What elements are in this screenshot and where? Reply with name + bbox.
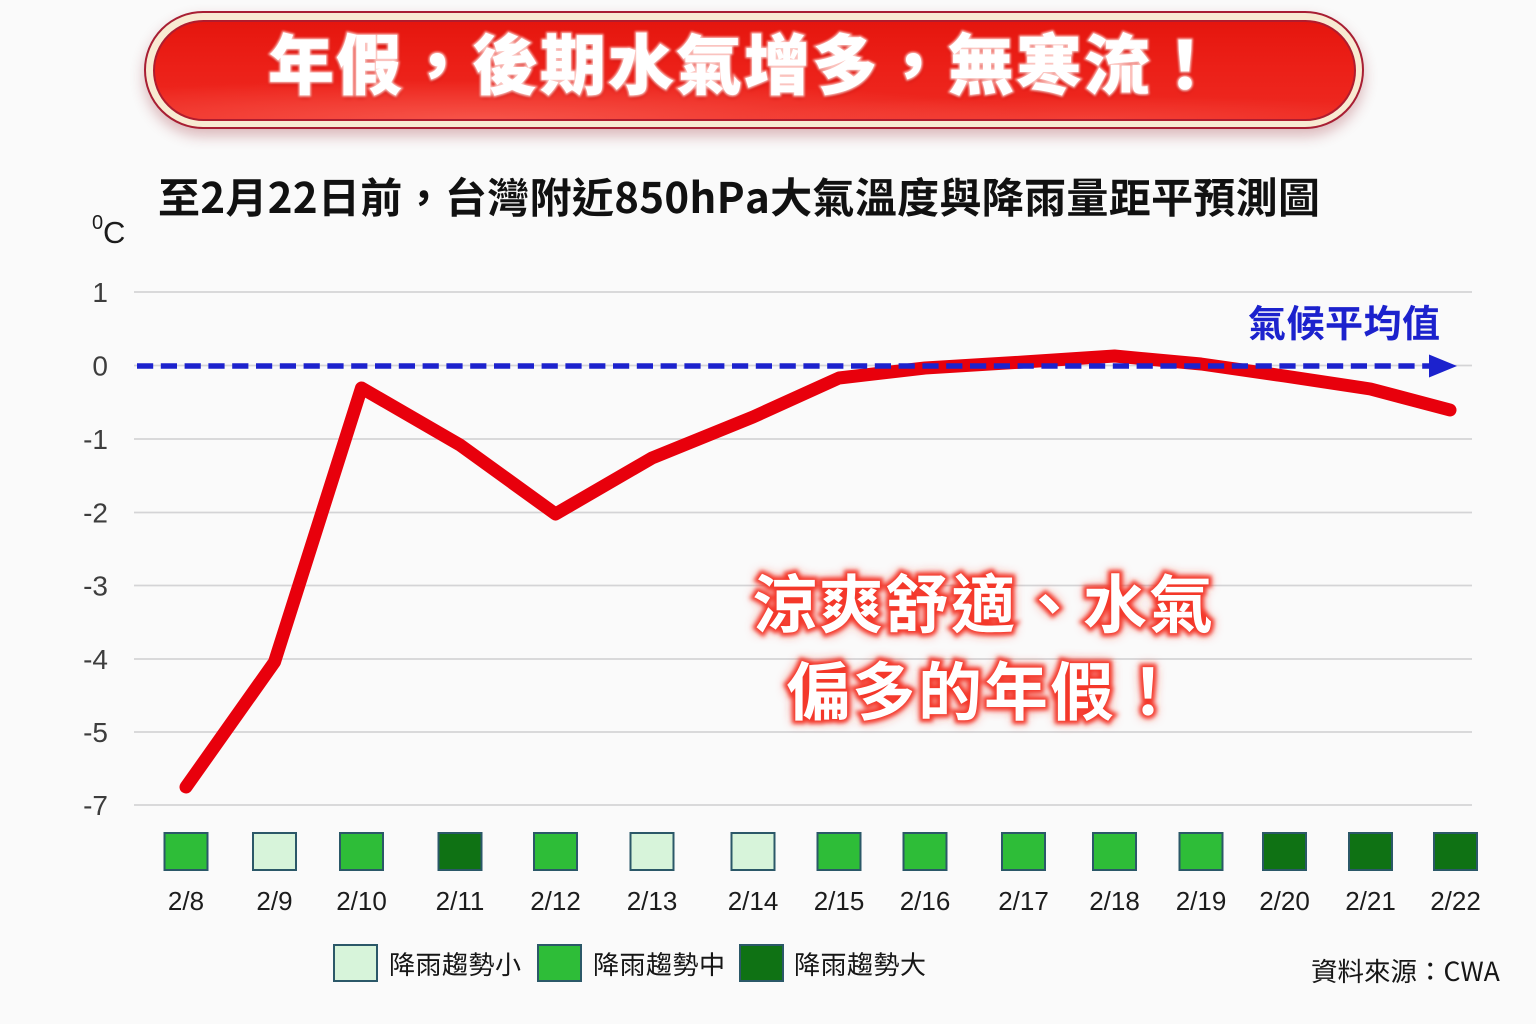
svg-text:2/14: 2/14 <box>728 886 779 916</box>
svg-text:-2: -2 <box>83 498 108 529</box>
svg-text:2/10: 2/10 <box>336 886 387 916</box>
svg-text:2/21: 2/21 <box>1345 886 1396 916</box>
svg-text:2/15: 2/15 <box>814 886 865 916</box>
svg-text:2/12: 2/12 <box>530 886 581 916</box>
svg-text:2/17: 2/17 <box>998 886 1049 916</box>
svg-text:-4: -4 <box>83 644 108 675</box>
svg-text:0: 0 <box>92 212 103 234</box>
svg-text:2/13: 2/13 <box>627 886 678 916</box>
svg-text:-5: -5 <box>83 717 108 748</box>
svg-text:2/9: 2/9 <box>256 886 292 916</box>
svg-text:2/18: 2/18 <box>1089 886 1140 916</box>
svg-text:C: C <box>103 215 125 250</box>
svg-text:-1: -1 <box>83 424 108 455</box>
svg-text:2/19: 2/19 <box>1176 886 1227 916</box>
svg-text:-7: -7 <box>83 790 108 821</box>
svg-text:0: 0 <box>92 351 108 382</box>
svg-text:2/16: 2/16 <box>900 886 951 916</box>
svg-text:1: 1 <box>92 277 108 308</box>
svg-text:2/11: 2/11 <box>436 886 485 916</box>
svg-text:2/22: 2/22 <box>1430 886 1481 916</box>
svg-text:2/20: 2/20 <box>1259 886 1310 916</box>
svg-text:2/8: 2/8 <box>168 886 204 916</box>
svg-text:-3: -3 <box>83 571 108 602</box>
